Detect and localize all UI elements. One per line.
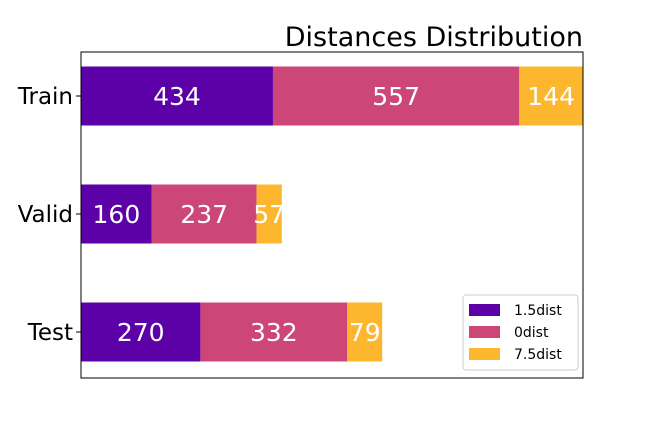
bar-test-1-5dist: [81, 302, 201, 362]
bar-train-1-5dist: [81, 66, 273, 126]
bar-labels-group: 434 557 144 160 237 57 270 332 79: [93, 82, 575, 347]
chart-title: Distances Distribution: [285, 22, 583, 53]
legend-label: 0dist: [514, 325, 549, 341]
bar-value-label: 270: [117, 318, 165, 347]
bar-value-label: 237: [180, 200, 228, 229]
legend-label: 1.5dist: [514, 303, 562, 319]
bar-valid-0dist: [151, 184, 257, 244]
bar-value-label: 557: [372, 82, 420, 111]
bar-value-label: 332: [250, 318, 298, 347]
y-tick-label: Train: [17, 84, 73, 110]
bar-test-7-5dist: [347, 302, 383, 362]
bar-train-0dist: [272, 66, 520, 126]
bar-value-label: 434: [153, 82, 201, 111]
bar-value-label: 57: [253, 200, 285, 229]
bar-train-7-5dist: [519, 66, 583, 126]
bar-valid-1-5dist: [81, 184, 152, 244]
bars-group: [81, 66, 583, 362]
bar-value-label: 144: [527, 82, 575, 111]
legend-swatch: [469, 348, 500, 360]
plot-frame: [80, 51, 584, 379]
legend-label: 7.5dist: [514, 347, 562, 363]
bar-value-label: 160: [93, 200, 141, 229]
bar-value-label: 79: [349, 318, 381, 347]
bar-valid-7-5dist: [256, 184, 282, 244]
y-tick-label: Valid: [18, 202, 73, 228]
legend: 1.5dist 0dist 7.5dist: [462, 294, 579, 371]
category-axis: Train Valid Test: [17, 84, 81, 346]
legend-swatch: [469, 326, 500, 338]
bar-test-0dist: [200, 302, 348, 362]
legend-swatch: [469, 304, 500, 316]
y-tick-label: Test: [27, 320, 73, 346]
